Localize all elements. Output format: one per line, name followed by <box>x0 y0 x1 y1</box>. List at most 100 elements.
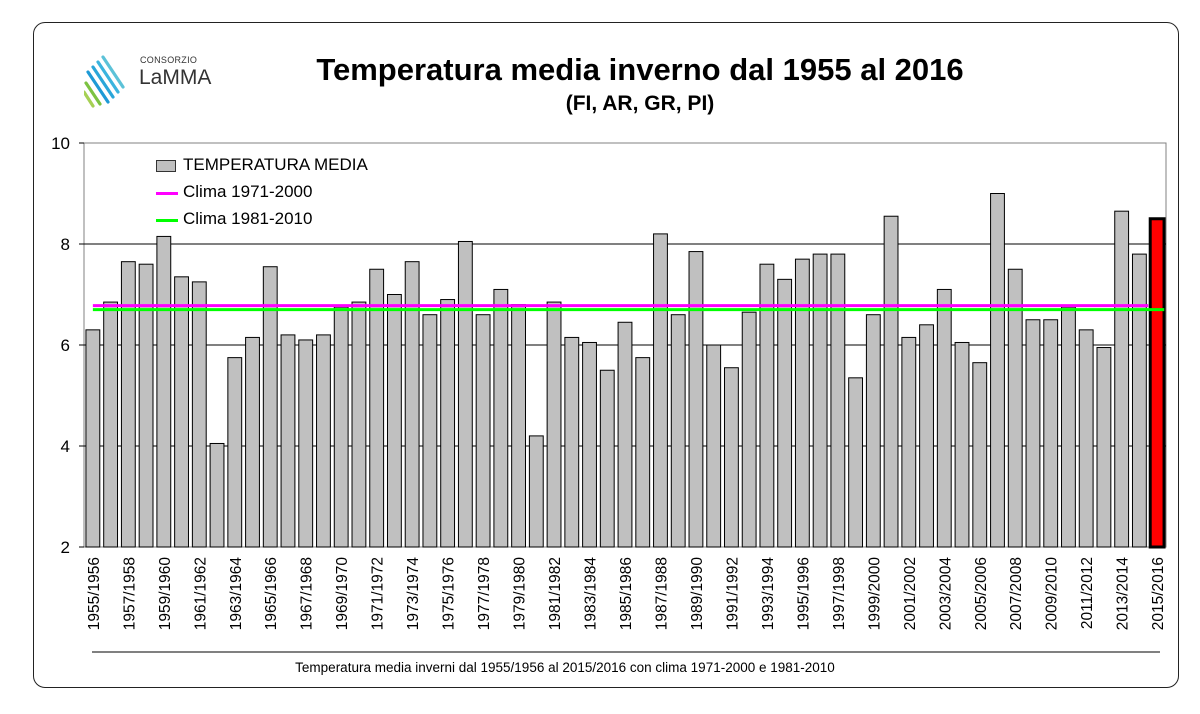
bar <box>990 193 1005 548</box>
bar <box>174 276 189 548</box>
bar <box>298 339 314 548</box>
x-tick-label: 1989/1990 <box>689 557 706 631</box>
x-tick-label: 1971/1972 <box>370 557 387 630</box>
x-tick-label: 2007/2008 <box>1008 557 1025 630</box>
bar <box>599 369 615 548</box>
bar <box>706 344 722 548</box>
bar <box>582 341 597 548</box>
bar <box>724 367 739 548</box>
bar <box>1025 319 1041 548</box>
bar <box>919 324 934 548</box>
bar <box>103 301 119 548</box>
logo-consorzio-text: CONSORZIO <box>140 55 198 65</box>
x-tick-label: 1997/1998 <box>831 557 848 630</box>
bar <box>777 278 793 548</box>
chart-caption: Temperatura media inverni dal 1955/1956 … <box>295 660 835 675</box>
bar <box>794 258 810 548</box>
bar <box>741 311 757 548</box>
chart-title: Temperatura media inverno dal 1955 al 20… <box>316 52 964 87</box>
x-tick-label: 1967/1968 <box>299 557 316 630</box>
y-tick-label: 2 <box>61 538 70 557</box>
y-tick-label: 6 <box>61 336 70 355</box>
x-tick-label: 2005/2006 <box>973 557 990 630</box>
bar <box>759 263 775 548</box>
y-tick-label: 8 <box>61 235 70 254</box>
x-tick-label: 1973/1974 <box>405 557 422 631</box>
legend-swatch-temperatura <box>156 160 176 172</box>
x-tick-label: 1961/1962 <box>192 557 209 630</box>
x-tick-label: 1999/2000 <box>866 557 883 631</box>
bar <box>156 235 172 548</box>
bar <box>457 240 473 548</box>
bar <box>688 251 704 548</box>
bar <box>440 299 456 548</box>
bar <box>351 301 367 548</box>
bar <box>830 253 846 548</box>
bar <box>138 263 154 548</box>
bar <box>936 288 952 548</box>
bar <box>316 334 331 548</box>
legend-swatch-clima-1981 <box>156 219 178 222</box>
bar <box>369 268 385 548</box>
bar <box>954 341 970 548</box>
x-tick-label: 2009/2010 <box>1044 557 1061 631</box>
x-tick-label: 2001/2002 <box>902 557 919 630</box>
x-tick-label: 1985/1986 <box>618 557 635 630</box>
bar <box>333 306 349 548</box>
bar <box>1148 217 1166 549</box>
bar <box>617 321 633 548</box>
x-tick-label: 2003/2004 <box>937 557 954 631</box>
bar <box>1078 329 1094 548</box>
bar <box>85 329 101 548</box>
bar <box>386 294 402 548</box>
bar <box>493 288 509 548</box>
y-tick-label: 10 <box>51 134 70 153</box>
x-tick-label: 1975/1976 <box>441 557 458 630</box>
bar <box>1061 306 1076 548</box>
bar <box>865 314 881 548</box>
bar <box>245 336 260 548</box>
x-tick-label: 1977/1978 <box>476 557 493 630</box>
x-tick-label: 1993/1994 <box>760 557 777 631</box>
bar <box>546 301 562 548</box>
x-tick-label: 1991/1992 <box>724 557 741 630</box>
bar <box>262 266 278 548</box>
chart-subtitle: (FI, AR, GR, PI) <box>565 92 715 115</box>
x-tick-label: 1981/1982 <box>547 557 564 630</box>
bar <box>1043 319 1059 548</box>
x-tick-label: 1995/1996 <box>795 557 812 630</box>
x-tick-label: 1969/1970 <box>334 557 351 631</box>
legend-label-clima-1981: Clima 1981-2010 <box>183 209 313 228</box>
bar <box>120 261 136 548</box>
x-tick-label: 1963/1964 <box>228 557 245 631</box>
x-tick-label: 1959/1960 <box>157 557 174 631</box>
lamma-logo-icon <box>82 55 125 108</box>
y-tick-label: 4 <box>61 437 70 456</box>
bar <box>209 442 225 548</box>
legend-label-clima-1971: Clima 1971-2000 <box>183 182 313 201</box>
logo-lamma-text: LaMMA <box>139 66 212 89</box>
x-tick-label: 1987/1988 <box>653 557 670 630</box>
bar <box>511 304 526 548</box>
x-tick-label: 1979/1980 <box>512 557 529 631</box>
bar <box>191 281 207 548</box>
x-tick-label: 1955/1956 <box>86 557 103 630</box>
bar <box>670 314 686 548</box>
x-tick-label: 2011/2012 <box>1079 557 1096 629</box>
bar <box>972 362 988 548</box>
bar <box>404 261 420 548</box>
bar <box>564 336 580 548</box>
bar <box>901 336 917 548</box>
bar <box>422 314 438 548</box>
bar <box>528 435 544 548</box>
x-tick-label: 2015/2016 <box>1150 557 1167 630</box>
bar <box>227 357 243 548</box>
bar <box>812 253 828 548</box>
bar <box>1096 347 1112 548</box>
x-tick-label: 1957/1958 <box>121 557 138 630</box>
bar <box>475 314 491 548</box>
bar <box>635 357 651 548</box>
x-tick-label: 1983/1984 <box>583 557 600 631</box>
lamma-logo: CONSORZIO LaMMA <box>82 50 224 110</box>
